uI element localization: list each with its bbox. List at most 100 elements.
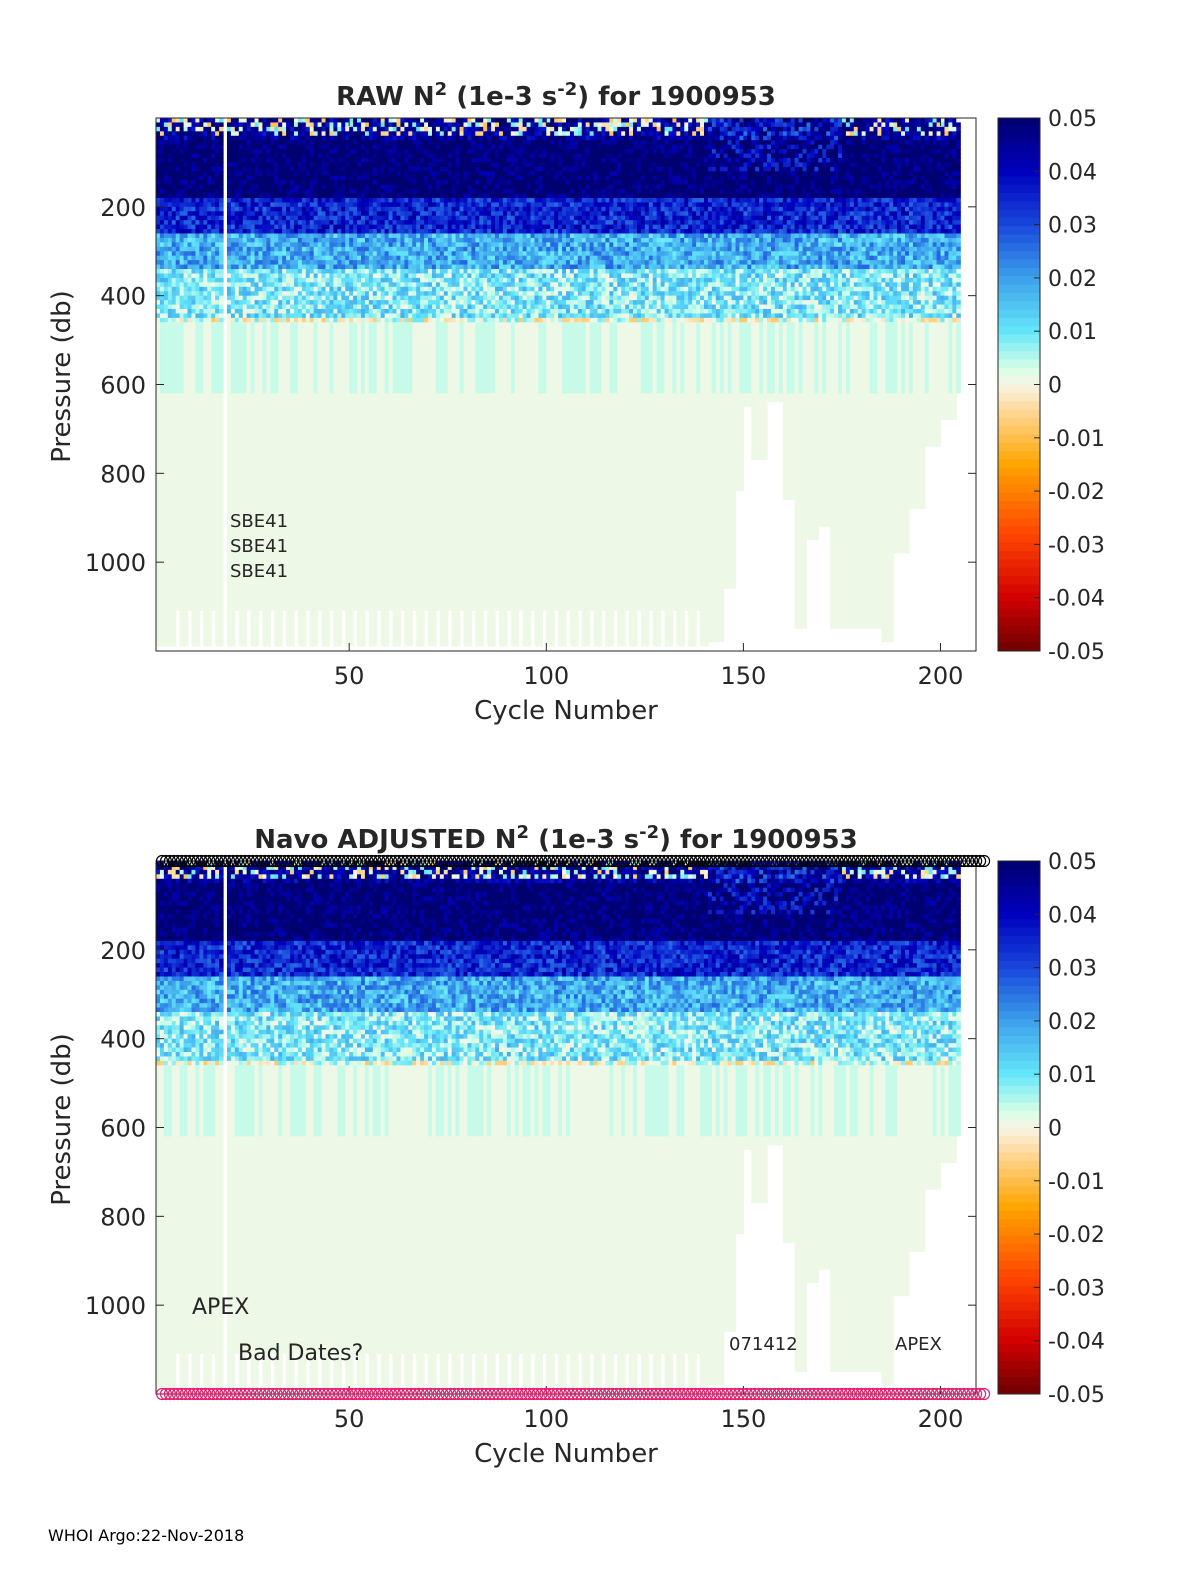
colorbar-swatch bbox=[998, 292, 1040, 302]
bottom-cycle-marker bbox=[385, 1387, 398, 1401]
bottom-cycle-marker bbox=[444, 1387, 457, 1401]
bottom-cycle-marker bbox=[582, 1387, 595, 1401]
bottom-cycle-marker bbox=[345, 1387, 358, 1401]
colorbar-swatch bbox=[998, 367, 1040, 377]
colorbar-swatch bbox=[998, 609, 1040, 619]
bottom-cycle-marker bbox=[408, 1387, 422, 1401]
top-cycle-marker bbox=[606, 854, 619, 868]
bottom-cycle-marker bbox=[970, 1387, 983, 1401]
colorbar-swatch bbox=[998, 384, 1040, 394]
bottom-cycle-marker bbox=[361, 1387, 374, 1401]
bottom-cycle-marker bbox=[369, 1387, 382, 1401]
top-cycle-marker bbox=[811, 854, 825, 868]
colorbar-swatch bbox=[998, 1119, 1040, 1128]
x-tick-label: 150 bbox=[720, 1405, 766, 1433]
bottom-cycle-marker bbox=[420, 1387, 433, 1401]
top-cycle-marker bbox=[163, 854, 176, 868]
colorbar-swatch bbox=[998, 1344, 1040, 1353]
top-cycle-marker bbox=[827, 854, 840, 868]
bottom-cycle-marker bbox=[606, 1387, 619, 1401]
top-cycle-marker bbox=[954, 854, 967, 868]
x-tick-label: 100 bbox=[523, 662, 569, 690]
top-cycle-marker bbox=[586, 854, 599, 868]
bottom-cycle-marker bbox=[527, 1387, 540, 1401]
colorbar-swatch bbox=[998, 1194, 1040, 1203]
bottom-cycle-marker bbox=[207, 1387, 220, 1401]
top-cycle-marker bbox=[499, 854, 512, 868]
bottom-cycle-marker bbox=[958, 1387, 971, 1401]
colorbar-swatch bbox=[998, 1210, 1040, 1220]
top-cycle-marker bbox=[590, 854, 603, 868]
top-cycle-marker bbox=[325, 854, 339, 868]
colorbar-swatch bbox=[998, 542, 1040, 552]
bottom-cycle-marker bbox=[645, 1387, 659, 1401]
bottom-cycle-marker bbox=[393, 1387, 406, 1401]
bottom-cycle-marker bbox=[262, 1387, 275, 1401]
top-cycle-marker bbox=[756, 854, 769, 868]
colorbar-tick-label: -0.02 bbox=[1048, 1223, 1105, 1248]
colorbar-swatch bbox=[998, 1144, 1040, 1153]
colorbar-swatch bbox=[998, 1227, 1040, 1237]
top-cycle-marker bbox=[950, 854, 963, 868]
y-tick-label: 1000 bbox=[85, 549, 146, 577]
top-cycle-marker bbox=[760, 854, 773, 868]
bottom-cycle-marker bbox=[535, 1387, 548, 1401]
bottom-cycle-marker bbox=[590, 1387, 603, 1401]
top-cycle-marker bbox=[543, 854, 556, 868]
colorbar-swatch bbox=[998, 392, 1040, 402]
heatmap-cells bbox=[156, 118, 961, 647]
top-cycle-marker bbox=[223, 854, 236, 868]
colorbar-swatch bbox=[998, 1077, 1040, 1087]
top-cycle-marker bbox=[717, 854, 730, 868]
top-cycle-marker bbox=[448, 854, 461, 868]
top-cycle-marker bbox=[744, 854, 757, 868]
colorbar-tick-label: -0.01 bbox=[1048, 427, 1105, 452]
top-cycle-marker bbox=[278, 854, 291, 868]
colorbar-swatch bbox=[998, 1360, 1040, 1370]
top-cycle-marker bbox=[495, 854, 508, 868]
top-cycle-marker bbox=[863, 854, 876, 868]
bottom-cycle-marker bbox=[531, 1387, 544, 1401]
bottom-cycle-marker bbox=[191, 1387, 204, 1401]
colorbar-swatch bbox=[998, 442, 1040, 452]
bottom-cycle-marker bbox=[491, 1387, 505, 1401]
top-cycle-marker bbox=[649, 854, 663, 868]
bottom-cycle-marker bbox=[740, 1387, 754, 1401]
colorbar-tick-label: 0.05 bbox=[1048, 107, 1097, 132]
bottom-cycle-marker bbox=[642, 1387, 655, 1401]
colorbar-swatch bbox=[998, 1044, 1040, 1054]
colorbar-swatch bbox=[998, 276, 1040, 286]
top-cycle-marker bbox=[879, 854, 892, 868]
bottom-cycle-marker bbox=[630, 1387, 643, 1401]
bottom-cycle-marker bbox=[167, 1387, 180, 1401]
top-cycle-marker bbox=[894, 854, 908, 868]
colorbar-swatch bbox=[998, 1069, 1040, 1079]
bottom-cycle-marker bbox=[685, 1387, 698, 1401]
top-cycle-marker bbox=[665, 854, 678, 868]
colorbar-swatch bbox=[998, 326, 1040, 336]
top-cycle-marker bbox=[468, 854, 481, 868]
bottom-cycle-marker bbox=[377, 1387, 390, 1401]
annotation-label: APEX bbox=[192, 1295, 249, 1320]
top-cycle-marker bbox=[302, 854, 315, 868]
colorbar-swatch bbox=[998, 451, 1040, 460]
bottom-cycle-marker bbox=[333, 1387, 346, 1401]
bottom-cycle-marker bbox=[294, 1387, 307, 1401]
bottom-cycle-marker bbox=[827, 1387, 840, 1401]
colorbar-swatch bbox=[998, 151, 1040, 161]
bottom-cycle-marker bbox=[562, 1387, 576, 1401]
top-cycle-marker bbox=[653, 854, 667, 868]
bottom-cycle-marker bbox=[464, 1387, 477, 1401]
top-cycle-marker bbox=[460, 854, 473, 868]
bottom-cycle-marker bbox=[428, 1387, 441, 1401]
bottom-cycle-marker bbox=[610, 1387, 623, 1401]
bottom-cycle-marker bbox=[910, 1387, 923, 1401]
top-cycle-marker bbox=[266, 854, 279, 868]
top-cycle-marker bbox=[337, 854, 350, 868]
colorbar-swatch bbox=[998, 1335, 1040, 1345]
colorbar-swatch bbox=[998, 234, 1040, 244]
colorbar-swatch bbox=[998, 1244, 1040, 1253]
colorbar-swatch bbox=[998, 567, 1040, 577]
bottom-cycle-marker bbox=[851, 1387, 864, 1401]
colorbar-swatch bbox=[998, 576, 1040, 585]
